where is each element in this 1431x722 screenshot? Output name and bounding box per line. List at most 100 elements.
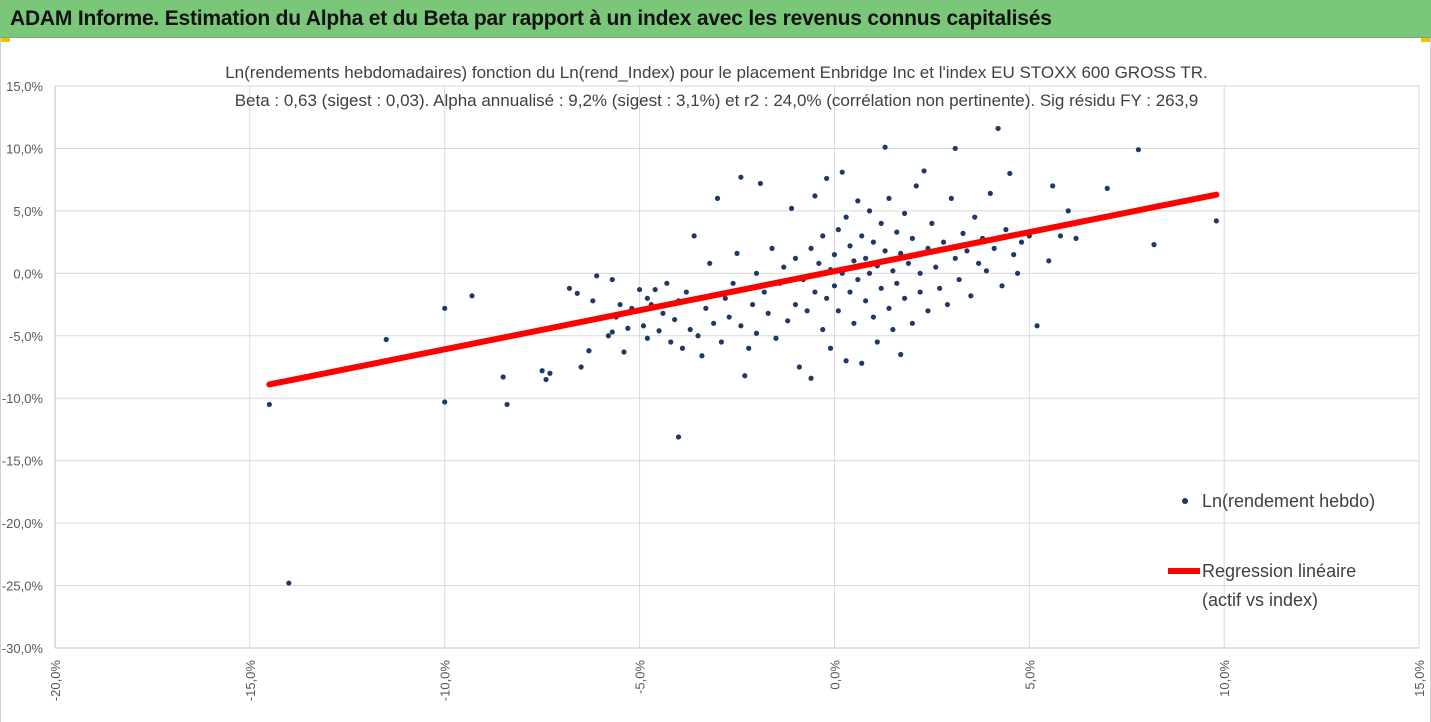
legend-label-regression: Regression linéaire	[1202, 561, 1357, 581]
scatter-point	[870, 239, 877, 245]
scatter-point	[781, 264, 787, 270]
scatter-point	[574, 290, 580, 296]
scatter-point	[652, 286, 658, 293]
scatter-point	[831, 283, 838, 289]
scatter-point	[851, 258, 857, 264]
scatter-point	[1034, 323, 1040, 329]
scatter-point	[1073, 235, 1079, 241]
scatter-point	[664, 280, 670, 286]
scatter-point	[266, 401, 272, 408]
scatter-point	[944, 301, 951, 308]
scatter-point	[894, 229, 900, 235]
chart-area: 15,0% 10,0% 5,0% 0,0% -5,0% -10,0% -15,0% -20,0…	[0, 38, 1431, 722]
x-tick-label: -5,0%	[633, 660, 648, 694]
y-tick-label: 5,0%	[13, 204, 43, 219]
scatter-point	[812, 289, 818, 295]
scatter-point	[960, 230, 966, 236]
scatter-point	[656, 328, 662, 334]
scatter-point	[976, 260, 982, 266]
scatter-point	[738, 174, 744, 180]
scatter-point	[968, 293, 974, 299]
scatter-point	[890, 326, 896, 333]
scatter-point	[683, 289, 689, 295]
scatter-point	[890, 268, 896, 274]
scatter-point	[691, 233, 697, 239]
scatter-point	[863, 255, 869, 261]
scatter-point	[878, 285, 884, 291]
scatter-point	[933, 264, 939, 270]
scatter-point	[839, 169, 845, 175]
scatter-point	[1057, 233, 1064, 239]
scatter-point	[711, 320, 717, 326]
scatter-point	[956, 276, 962, 283]
scatter-point	[808, 375, 814, 381]
scatter-point	[882, 144, 888, 150]
scatter-point	[952, 145, 958, 152]
scatter-point	[901, 210, 908, 216]
legend-marker-line	[1168, 568, 1200, 574]
scatter-point	[726, 314, 732, 320]
scatter-point	[831, 252, 838, 258]
scatter-point	[863, 298, 869, 304]
scatter-point	[734, 250, 740, 256]
scatter-chart: 15,0% 10,0% 5,0% 0,0% -5,0% -10,0% -15,0% -20,0…	[2, 79, 1427, 702]
scatter-point	[824, 175, 830, 182]
x-tick-label: -10,0%	[438, 660, 453, 702]
x-tick-label: 5,0%	[1022, 660, 1037, 690]
scatter-point	[757, 180, 763, 187]
scatter-point	[609, 329, 615, 335]
scatter-point	[827, 345, 834, 351]
scatter-point	[679, 345, 686, 351]
scatter-point	[753, 330, 760, 336]
scatter-point	[905, 260, 912, 266]
y-tick-label: -20,0%	[2, 516, 44, 531]
scatter-point	[442, 399, 448, 405]
y-tick-label: -5,0%	[9, 329, 43, 344]
scatter-point	[687, 326, 693, 333]
y-tick-label: 15,0%	[6, 79, 43, 94]
scatter-point	[851, 320, 857, 326]
scatter-point	[808, 245, 814, 251]
regression-line	[266, 191, 1220, 388]
scatter-point	[855, 198, 861, 204]
scatter-point	[504, 401, 510, 408]
y-tick-label: -25,0%	[2, 579, 44, 594]
scatter-point	[882, 248, 888, 254]
corner-marker-left	[0, 38, 10, 42]
legend-label-regression-sub: (actif vs index)	[1202, 590, 1319, 610]
scatter-point	[972, 214, 978, 220]
x-tick-label: -15,0%	[243, 660, 258, 702]
y-tick-label: -30,0%	[2, 641, 44, 656]
scatter-point	[995, 125, 1001, 132]
scatter-point	[566, 285, 573, 291]
chart-title-line-2: Beta : 0,63 (sigest : 0,03). Alpha annua…	[234, 91, 1199, 110]
scatter-point	[594, 273, 600, 279]
scatter-point	[738, 323, 744, 329]
x-tick-label: 10,0%	[1217, 660, 1232, 697]
scatter-point	[964, 248, 970, 254]
scatter-point	[866, 270, 873, 276]
scatter-point	[621, 349, 627, 355]
x-tick-label: 15,0%	[1412, 660, 1427, 697]
scatter-point	[913, 183, 919, 189]
scatter-point	[785, 318, 791, 324]
scatter-point	[1065, 208, 1071, 214]
chart-title-line-1: Ln(rendements hebdomadaires) fonction du…	[225, 63, 1208, 82]
scatter-point	[769, 245, 775, 251]
scatter-point	[761, 289, 767, 295]
scatter-point	[847, 243, 853, 249]
scatter-point	[820, 233, 826, 239]
scatter-point	[894, 280, 900, 286]
scatter-point	[773, 335, 779, 341]
scatter-point	[765, 310, 771, 316]
scatter-point	[636, 286, 643, 293]
legend-marker-dot	[1182, 498, 1188, 504]
scatter-point	[909, 235, 915, 241]
scatter-point	[1135, 147, 1142, 153]
scatter-point	[925, 308, 931, 314]
scatter-point	[699, 353, 705, 359]
scatter-point	[590, 298, 596, 304]
scatter-point	[948, 195, 954, 201]
scatter-point	[937, 285, 943, 291]
